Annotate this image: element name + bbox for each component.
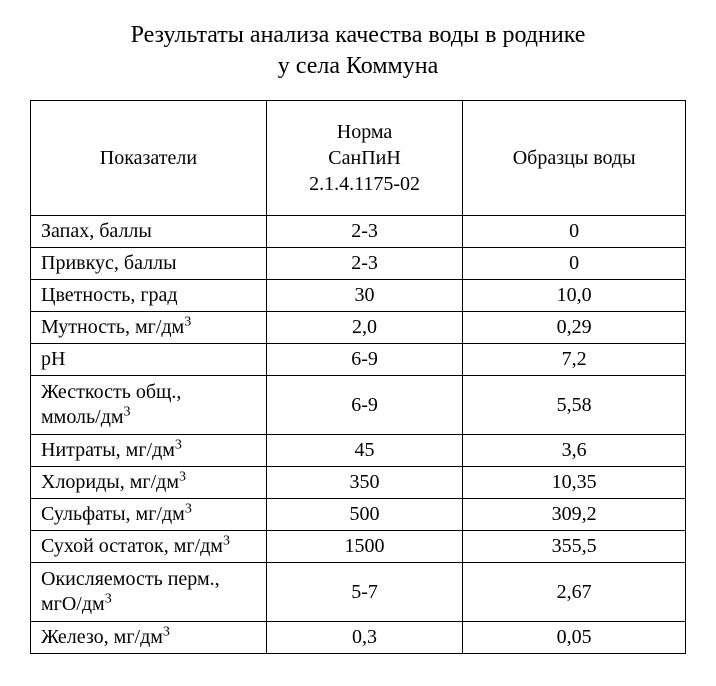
cell-sample: 10,0 [463, 280, 686, 312]
table-row: Мутность, мг/дм32,00,29 [31, 312, 686, 344]
cell-norm: 30 [266, 280, 463, 312]
table-row: Нитраты, мг/дм3453,6 [31, 435, 686, 467]
cell-norm: 0,3 [266, 622, 463, 654]
cell-norm: 6-9 [266, 376, 463, 435]
cell-norm: 2-3 [266, 216, 463, 248]
table-row: Привкус, баллы2-30 [31, 248, 686, 280]
cell-indicator: Нитраты, мг/дм3 [31, 435, 267, 467]
table-row: Железо, мг/дм30,30,05 [31, 622, 686, 654]
cell-sample: 355,5 [463, 531, 686, 563]
cell-indicator: Железо, мг/дм3 [31, 622, 267, 654]
cell-sample: 7,2 [463, 344, 686, 376]
cell-norm: 6-9 [266, 344, 463, 376]
cell-sample: 10,35 [463, 467, 686, 499]
title-line-1: Результаты анализа качества воды в родни… [131, 22, 586, 48]
cell-norm: 2,0 [266, 312, 463, 344]
table-row: Окисляемость перм.,мгО/дм35-72,67 [31, 563, 686, 622]
table-row: Цветность, град3010,0 [31, 280, 686, 312]
cell-sample: 0,29 [463, 312, 686, 344]
cell-indicator: Сульфаты, мг/дм3 [31, 499, 267, 531]
cell-sample: 3,6 [463, 435, 686, 467]
cell-indicator: Привкус, баллы [31, 248, 267, 280]
header-indicator: Показатели [31, 101, 267, 216]
header-norm-line3: 2.1.4.1175-02 [309, 173, 420, 195]
header-norm-line2: СанПиН [328, 147, 401, 169]
table-header-row: Показатели Норма СанПиН 2.1.4.1175-02 Об… [31, 101, 686, 216]
table-row: рН6-97,2 [31, 344, 686, 376]
cell-indicator: Сухой остаток, мг/дм3 [31, 531, 267, 563]
cell-sample: 0 [463, 216, 686, 248]
cell-norm: 1500 [266, 531, 463, 563]
cell-indicator: Окисляемость перм.,мгО/дм3 [31, 563, 267, 622]
cell-sample: 0 [463, 248, 686, 280]
cell-indicator: рН [31, 344, 267, 376]
cell-indicator: Цветность, град [31, 280, 267, 312]
cell-norm: 45 [266, 435, 463, 467]
table-row: Хлориды, мг/дм335010,35 [31, 467, 686, 499]
page-title: Результаты анализа качества воды в родни… [30, 20, 686, 82]
cell-norm: 2-3 [266, 248, 463, 280]
cell-indicator: Жесткость общ.,ммоль/дм3 [31, 376, 267, 435]
table-row: Сульфаты, мг/дм3500309,2 [31, 499, 686, 531]
cell-norm: 350 [266, 467, 463, 499]
header-norm: Норма СанПиН 2.1.4.1175-02 [266, 101, 463, 216]
cell-norm: 5-7 [266, 563, 463, 622]
cell-sample: 2,67 [463, 563, 686, 622]
table-body: Запах, баллы2-30Привкус, баллы2-30Цветно… [31, 216, 686, 654]
table-row: Жесткость общ.,ммоль/дм36-95,58 [31, 376, 686, 435]
cell-sample: 5,58 [463, 376, 686, 435]
cell-indicator: Запах, баллы [31, 216, 267, 248]
cell-sample: 0,05 [463, 622, 686, 654]
cell-norm: 500 [266, 499, 463, 531]
water-analysis-table: Показатели Норма СанПиН 2.1.4.1175-02 Об… [30, 100, 686, 654]
table-row: Сухой остаток, мг/дм31500355,5 [31, 531, 686, 563]
title-line-2: у села Коммуна [278, 53, 438, 79]
header-norm-line1: Норма [337, 121, 393, 143]
table-row: Запах, баллы2-30 [31, 216, 686, 248]
cell-indicator: Мутность, мг/дм3 [31, 312, 267, 344]
cell-indicator: Хлориды, мг/дм3 [31, 467, 267, 499]
header-sample: Образцы воды [463, 101, 686, 216]
cell-sample: 309,2 [463, 499, 686, 531]
